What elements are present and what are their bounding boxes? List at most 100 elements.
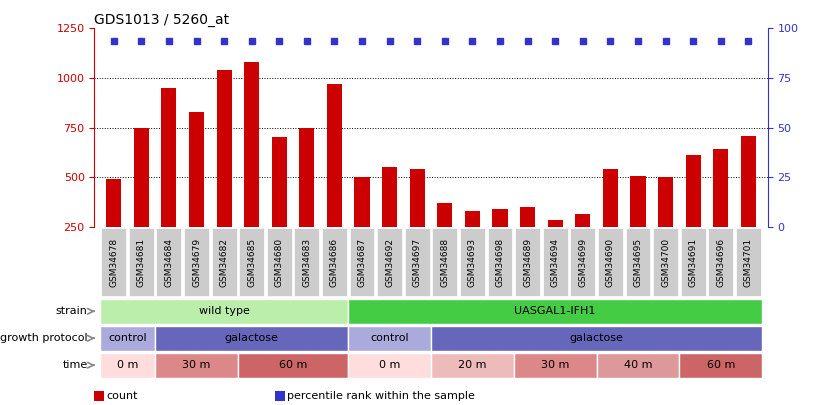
Text: control: control: [370, 333, 409, 343]
Bar: [438, 203, 452, 227]
Bar: [300, 128, 314, 227]
FancyBboxPatch shape: [184, 228, 209, 296]
Text: 30 m: 30 m: [182, 360, 211, 370]
Text: count: count: [107, 391, 138, 401]
FancyBboxPatch shape: [350, 228, 374, 296]
FancyBboxPatch shape: [155, 326, 348, 351]
Text: GSM34694: GSM34694: [551, 238, 560, 287]
FancyBboxPatch shape: [348, 326, 431, 351]
Text: GSM34695: GSM34695: [634, 238, 643, 287]
Text: UASGAL1-IFH1: UASGAL1-IFH1: [515, 306, 596, 316]
FancyBboxPatch shape: [433, 228, 457, 296]
Text: GSM34692: GSM34692: [385, 238, 394, 287]
Bar: [631, 176, 645, 227]
Text: wild type: wild type: [199, 306, 250, 316]
FancyBboxPatch shape: [267, 228, 291, 296]
Bar: [355, 177, 369, 227]
FancyBboxPatch shape: [100, 353, 155, 377]
FancyBboxPatch shape: [516, 228, 540, 296]
FancyBboxPatch shape: [405, 228, 429, 296]
FancyBboxPatch shape: [212, 228, 236, 296]
FancyBboxPatch shape: [431, 353, 514, 377]
Bar: [603, 169, 618, 227]
FancyBboxPatch shape: [488, 228, 512, 296]
FancyBboxPatch shape: [431, 326, 762, 351]
Text: 60 m: 60 m: [279, 360, 307, 370]
FancyBboxPatch shape: [709, 228, 733, 296]
FancyBboxPatch shape: [238, 353, 348, 377]
FancyBboxPatch shape: [157, 228, 181, 296]
Bar: [465, 211, 480, 227]
Bar: [493, 209, 507, 227]
FancyBboxPatch shape: [679, 353, 762, 377]
FancyBboxPatch shape: [322, 228, 347, 296]
Bar: [410, 169, 424, 227]
Text: GSM34682: GSM34682: [219, 238, 228, 287]
Text: control: control: [108, 333, 147, 343]
FancyBboxPatch shape: [681, 228, 705, 296]
Text: GSM34686: GSM34686: [330, 238, 339, 287]
Text: GSM34696: GSM34696: [716, 238, 725, 287]
Text: GSM34693: GSM34693: [468, 238, 477, 287]
Text: GSM34688: GSM34688: [440, 238, 449, 287]
Text: GSM34690: GSM34690: [606, 238, 615, 287]
FancyBboxPatch shape: [460, 228, 485, 296]
Text: 0 m: 0 m: [117, 360, 138, 370]
Text: GSM34700: GSM34700: [661, 238, 670, 287]
Text: GSM34684: GSM34684: [164, 238, 173, 287]
Text: GSM34681: GSM34681: [137, 238, 146, 287]
Text: 30 m: 30 m: [541, 360, 570, 370]
Text: GSM34683: GSM34683: [302, 238, 311, 287]
Text: 40 m: 40 m: [624, 360, 652, 370]
Text: 0 m: 0 m: [379, 360, 401, 370]
Text: strain: strain: [56, 306, 88, 316]
Bar: [244, 62, 259, 227]
Bar: [189, 112, 204, 227]
FancyBboxPatch shape: [514, 353, 597, 377]
Text: time: time: [62, 360, 88, 370]
Bar: [520, 207, 535, 227]
Text: GSM34685: GSM34685: [247, 238, 256, 287]
Text: GSM34691: GSM34691: [689, 238, 698, 287]
Text: growth protocol: growth protocol: [0, 333, 88, 343]
Text: percentile rank within the sample: percentile rank within the sample: [287, 391, 475, 401]
Text: GSM34680: GSM34680: [275, 238, 284, 287]
Bar: [576, 214, 590, 227]
Text: GSM34687: GSM34687: [358, 238, 366, 287]
FancyBboxPatch shape: [129, 228, 154, 296]
FancyBboxPatch shape: [348, 299, 762, 324]
Bar: [327, 84, 342, 227]
Bar: [217, 70, 232, 227]
FancyBboxPatch shape: [100, 326, 155, 351]
Bar: [272, 136, 287, 227]
Bar: [548, 220, 562, 227]
Text: GSM34699: GSM34699: [578, 238, 587, 287]
Text: GSM34697: GSM34697: [413, 238, 422, 287]
Bar: [658, 177, 673, 227]
FancyBboxPatch shape: [348, 353, 431, 377]
FancyBboxPatch shape: [571, 228, 595, 296]
Text: 60 m: 60 m: [707, 360, 735, 370]
Text: GSM34698: GSM34698: [496, 238, 504, 287]
Text: GDS1013 / 5260_at: GDS1013 / 5260_at: [94, 13, 230, 27]
Text: GSM34701: GSM34701: [744, 238, 753, 287]
Text: galactose: galactose: [570, 333, 623, 343]
Bar: [713, 149, 728, 227]
FancyBboxPatch shape: [155, 353, 238, 377]
Bar: [106, 179, 122, 227]
FancyBboxPatch shape: [597, 353, 679, 377]
FancyBboxPatch shape: [100, 299, 348, 324]
Text: GSM34679: GSM34679: [192, 238, 201, 287]
FancyBboxPatch shape: [543, 228, 567, 296]
FancyBboxPatch shape: [654, 228, 678, 296]
FancyBboxPatch shape: [101, 228, 126, 296]
FancyBboxPatch shape: [239, 228, 264, 296]
Text: GSM34689: GSM34689: [523, 238, 532, 287]
Text: 20 m: 20 m: [458, 360, 487, 370]
FancyBboxPatch shape: [295, 228, 319, 296]
Text: galactose: galactose: [225, 333, 278, 343]
Bar: [382, 167, 397, 227]
FancyBboxPatch shape: [736, 228, 761, 296]
Bar: [741, 136, 756, 227]
Text: GSM34678: GSM34678: [109, 238, 118, 287]
